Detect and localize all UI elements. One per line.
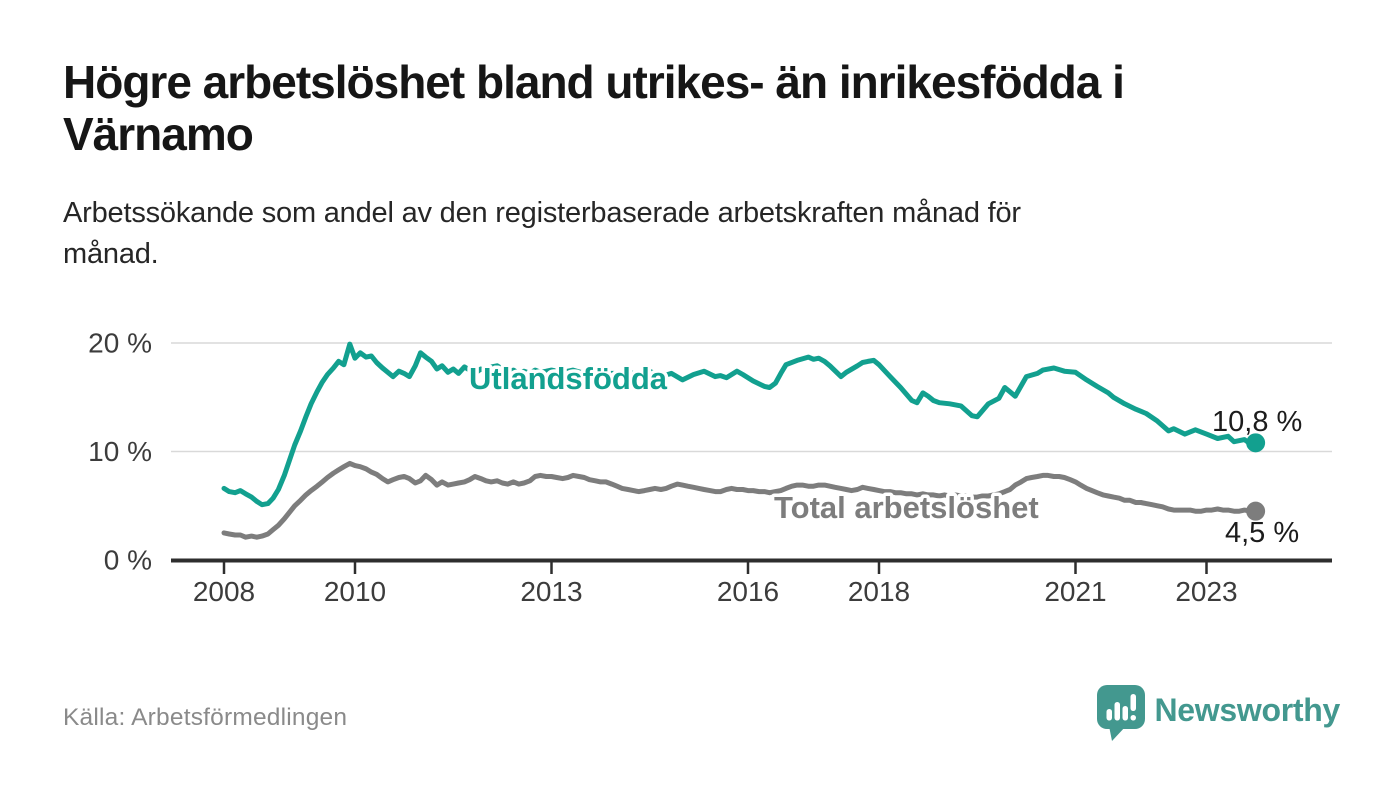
newsworthy-logo: Newsworthy — [1096, 684, 1341, 742]
y-tick-label-20: 20 % — [88, 328, 152, 359]
x-tick-label-2016: 2016 — [717, 576, 779, 607]
y-tick-label-10: 10 % — [88, 436, 152, 467]
x-tick-label-2013: 2013 — [520, 576, 582, 607]
series-label-utlandsfodda: Utlandsfödda — [469, 361, 668, 396]
series-label-total-arbetsloshet: Total arbetslöshet — [774, 490, 1039, 525]
page-title-line-2: Värnamo — [63, 108, 254, 161]
y-tick-label-0: 0 % — [104, 545, 152, 576]
page-subtitle: Arbetssökande som andel av den registerb… — [63, 193, 1323, 274]
series-endpoint-dot-utlandsfodda — [1246, 433, 1266, 453]
x-tick-label-2018: 2018 — [848, 576, 910, 607]
x-tick-label-2021: 2021 — [1044, 576, 1106, 607]
end-value-label-total-arbetsloshet: 4,5 % — [1225, 517, 1299, 549]
series-endpoint-dot-total-arbetsloshet — [1246, 501, 1266, 521]
x-tick-label-2023: 2023 — [1175, 576, 1237, 607]
newsworthy-logo-icon — [1096, 685, 1145, 741]
series-line-total-arbetsloshet — [221, 460, 1259, 540]
source-note: Källa: Arbetsförmedlingen — [63, 704, 348, 731]
newsworthy-logo-text: Newsworthy — [1154, 691, 1341, 728]
end-value-label-utlandsfodda: 10,8 % — [1212, 406, 1302, 438]
page-title-line-1: Högre arbetslöshet bland utrikes- än inr… — [63, 56, 1125, 108]
x-tick-label-2010: 2010 — [324, 576, 386, 607]
x-tick-label-2008: 2008 — [193, 576, 255, 607]
page-title: Högre arbetslöshet bland utrikes- än inr… — [63, 56, 1363, 161]
page-subtitle-line-1: Arbetssökande som andel av den registerb… — [63, 197, 1021, 229]
series-line-utlandsfodda — [221, 341, 1259, 508]
page-subtitle-line-2: månad. — [63, 237, 159, 270]
